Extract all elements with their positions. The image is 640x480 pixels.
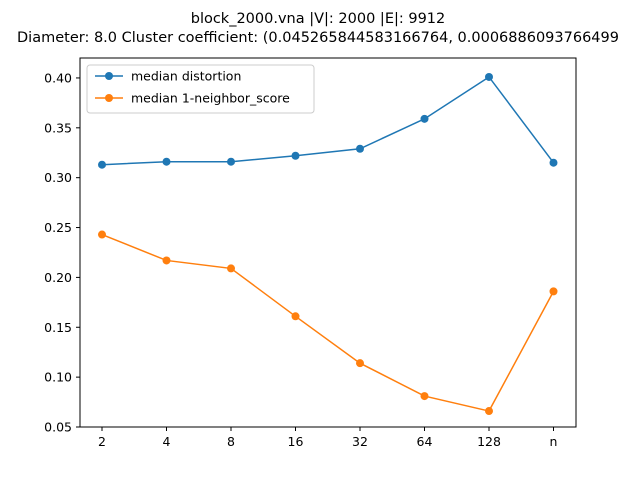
data-point bbox=[420, 392, 429, 401]
x-tick-label: 8 bbox=[227, 434, 235, 449]
data-point bbox=[356, 144, 364, 153]
data-point bbox=[98, 160, 106, 169]
data-point bbox=[162, 157, 171, 166]
plot-area bbox=[79, 57, 577, 428]
legend-marker-neighbor-score bbox=[105, 94, 113, 102]
y-tick-label: 0.15 bbox=[44, 320, 72, 335]
data-point bbox=[485, 72, 493, 81]
data-point bbox=[227, 157, 235, 166]
data-point bbox=[549, 158, 558, 167]
x-tick-label: 64 bbox=[417, 434, 433, 449]
legend: median distortion median 1-neighbor_scor… bbox=[86, 64, 315, 114]
series-line-1 bbox=[101, 233, 555, 412]
x-tick-label: 16 bbox=[288, 434, 304, 449]
y-tick-label: 0.05 bbox=[44, 420, 72, 435]
legend-entry-neighbor-score: median 1-neighbor_score bbox=[95, 91, 290, 106]
series-line-0 bbox=[101, 75, 555, 166]
x-tick-label: 128 bbox=[477, 434, 501, 449]
y-tick-label: 0.30 bbox=[44, 170, 72, 185]
data-point bbox=[227, 264, 235, 273]
y-tick-label: 0.25 bbox=[44, 220, 72, 235]
x-axis: 2 4 8 16 32 64 128 n bbox=[98, 427, 557, 449]
legend-entry-distortion: median distortion bbox=[95, 69, 241, 84]
data-point bbox=[291, 312, 300, 321]
x-tick-label: 32 bbox=[352, 434, 368, 449]
x-tick-label: n bbox=[550, 434, 558, 449]
legend-label-distortion: median distortion bbox=[131, 69, 241, 84]
x-tick-label: 2 bbox=[98, 434, 106, 449]
x-tick-label: 4 bbox=[163, 434, 171, 449]
legend-label-neighbor-score: median 1-neighbor_score bbox=[131, 91, 290, 106]
y-axis: 0.05 0.10 0.15 0.20 0.25 0.30 0.35 0.40 bbox=[44, 70, 80, 435]
y-tick-label: 0.35 bbox=[44, 120, 72, 135]
legend-marker-distortion bbox=[105, 72, 113, 80]
data-point bbox=[162, 256, 171, 265]
data-point bbox=[549, 287, 558, 296]
legend-box bbox=[86, 64, 315, 114]
series-layer bbox=[98, 72, 558, 416]
y-tick-label: 0.10 bbox=[44, 370, 72, 385]
data-point bbox=[485, 407, 493, 416]
y-tick-label: 0.20 bbox=[44, 270, 72, 285]
data-point bbox=[420, 114, 429, 123]
data-point bbox=[356, 359, 364, 368]
y-tick-label: 0.40 bbox=[44, 70, 72, 85]
chart-subtitle: Diameter: 8.0 Cluster coefficient: (0.04… bbox=[17, 30, 619, 46]
data-point bbox=[98, 230, 106, 239]
data-point bbox=[291, 151, 300, 160]
chart-title: block_2000.vna |V|: 2000 |E|: 9912 bbox=[191, 11, 446, 27]
